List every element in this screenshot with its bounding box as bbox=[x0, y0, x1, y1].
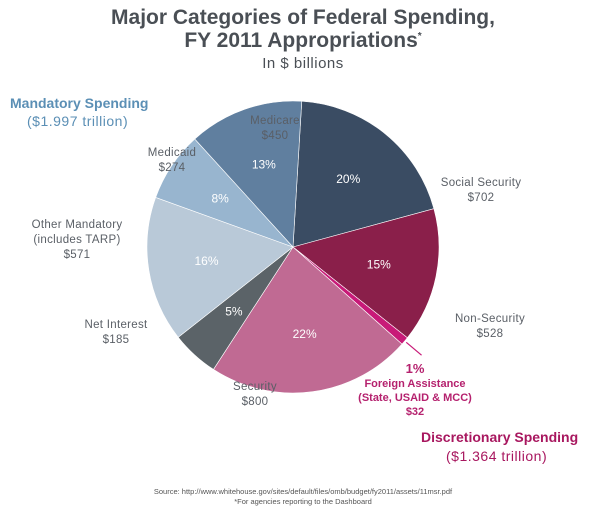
label-foreign-assistance-name: Foreign Assistance bbox=[364, 378, 466, 390]
pie-percent-net-interest: 5% bbox=[225, 305, 243, 319]
pie-slice-other-mandatory-includes-tarp bbox=[146, 197, 294, 338]
label-non-security-value: $528 bbox=[476, 328, 504, 340]
pie-percent-other-mandatory-includes-tarp: 16% bbox=[195, 254, 219, 268]
source-note: Source: http://www.whitehouse.gov/sites/… bbox=[153, 487, 453, 496]
label-foreign-assistance-percent: 1% bbox=[405, 361, 425, 376]
chart-subtitle: In $ billions bbox=[262, 55, 344, 72]
pie-slice-medicare bbox=[194, 100, 303, 248]
label-other-mandatory-value: $571 bbox=[63, 249, 91, 261]
pie-slice-non-security bbox=[292, 208, 440, 339]
pie-percent-non-security: 15% bbox=[367, 258, 391, 272]
label-medicare: Medicare $450 bbox=[245, 114, 305, 144]
pie-slice-security bbox=[213, 246, 403, 394]
chart-title-line2: FY 2011 Appropriations* bbox=[0, 29, 606, 53]
label-medicare-value: $450 bbox=[261, 130, 289, 142]
label-medicare-name: Medicare bbox=[250, 115, 300, 127]
label-net-interest: Net Interest $185 bbox=[66, 318, 166, 348]
label-security: Security $800 bbox=[215, 380, 295, 410]
label-non-security: Non-Security $528 bbox=[440, 312, 540, 342]
label-other-mandatory: Other Mandatory (includes TARP) $571 bbox=[17, 218, 137, 263]
label-net-interest-value: $185 bbox=[102, 334, 130, 346]
label-social-security: Social Security $702 bbox=[426, 176, 536, 206]
leader-line-foreign-assistance bbox=[405, 341, 422, 356]
discretionary-total: ($1.364 trillion) bbox=[446, 448, 548, 464]
pie-slice-social-security bbox=[292, 100, 435, 248]
label-social-security-name: Social Security bbox=[440, 177, 522, 189]
label-foreign-assistance-value: $32 bbox=[405, 406, 425, 418]
pie-percent-security: 22% bbox=[293, 327, 317, 341]
chart-title-line1: Major Categories of Federal Spending, bbox=[111, 6, 495, 29]
label-other-mandatory-note: (includes TARP) bbox=[33, 234, 121, 246]
title-footnote-mark: * bbox=[417, 31, 422, 42]
label-social-security-value: $702 bbox=[467, 192, 495, 204]
label-medicaid: Medicaid $274 bbox=[142, 146, 202, 176]
mandatory-total: ($1.997 trillion) bbox=[27, 113, 129, 129]
pie-percent-social-security: 20% bbox=[336, 172, 360, 186]
label-foreign-assistance: 1% Foreign Assistance (State, USAID & MC… bbox=[345, 361, 485, 419]
label-non-security-name: Non-Security bbox=[454, 313, 526, 325]
mandatory-title: Mandatory Spending bbox=[10, 95, 149, 111]
label-other-mandatory-name: Other Mandatory bbox=[31, 219, 123, 231]
label-medicaid-name: Medicaid bbox=[147, 147, 197, 159]
discretionary-title: Discretionary Spending bbox=[421, 429, 579, 445]
pie-percent-medicare: 13% bbox=[252, 157, 276, 171]
pie-percent-medicaid: 8% bbox=[212, 191, 230, 205]
chart-title-text: FY 2011 Appropriations bbox=[184, 29, 418, 52]
label-medicaid-value: $274 bbox=[158, 162, 186, 174]
label-net-interest-name: Net Interest bbox=[84, 319, 148, 331]
footnote: *For agencies reporting to the Dashboard bbox=[234, 497, 372, 506]
label-security-name: Security bbox=[233, 381, 277, 393]
label-foreign-assistance-note: (State, USAID & MCC) bbox=[358, 392, 472, 404]
label-security-value: $800 bbox=[241, 396, 269, 408]
